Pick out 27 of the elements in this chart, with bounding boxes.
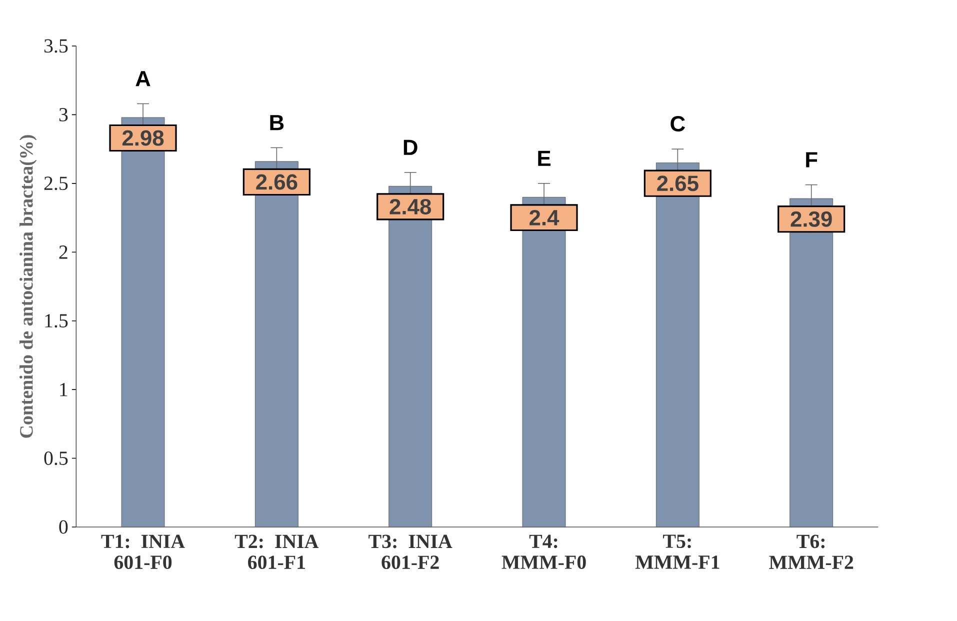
y-axis-title: Contenido de antocianina bractea(%): [20, 135, 37, 438]
data-label: 2.39: [790, 211, 832, 227]
annotation: E: [538, 150, 550, 166]
y-tick-label: 1.5: [45, 314, 68, 328]
data-label: 2.4: [530, 210, 560, 226]
annotation: F: [806, 152, 818, 168]
annotation: A: [136, 71, 150, 86]
data-label: 2.98: [122, 130, 164, 146]
y-tick-label: 2.5: [44, 176, 68, 190]
y-tick-label: 3.5: [44, 39, 68, 53]
y-tick-label: 2: [59, 246, 68, 259]
annotation: B: [270, 115, 284, 130]
annotation: C: [670, 116, 685, 132]
annotation: D: [404, 140, 418, 155]
y-tick-label: 1: [60, 382, 68, 396]
data-label: 2.66: [256, 174, 298, 190]
x-tick-label: T1: INIA 601-F0: [101, 534, 185, 570]
data-label: 2.48: [390, 198, 431, 214]
y-tick-label: 0: [59, 520, 68, 534]
x-tick-label: T6: MMM-F2: [769, 534, 854, 569]
y-tick-label: 0.5: [44, 452, 68, 466]
x-tick-label: T4: MMM-F0: [502, 534, 586, 569]
x-tick-label: T5: MMM-F1: [635, 534, 720, 569]
x-tick-label: T2: INIA 601-F1: [234, 534, 319, 570]
y-tick-label: 3: [59, 108, 68, 122]
data-label: 2.65: [657, 176, 698, 192]
x-tick-label: T3: INIA 601-F2: [368, 534, 452, 570]
